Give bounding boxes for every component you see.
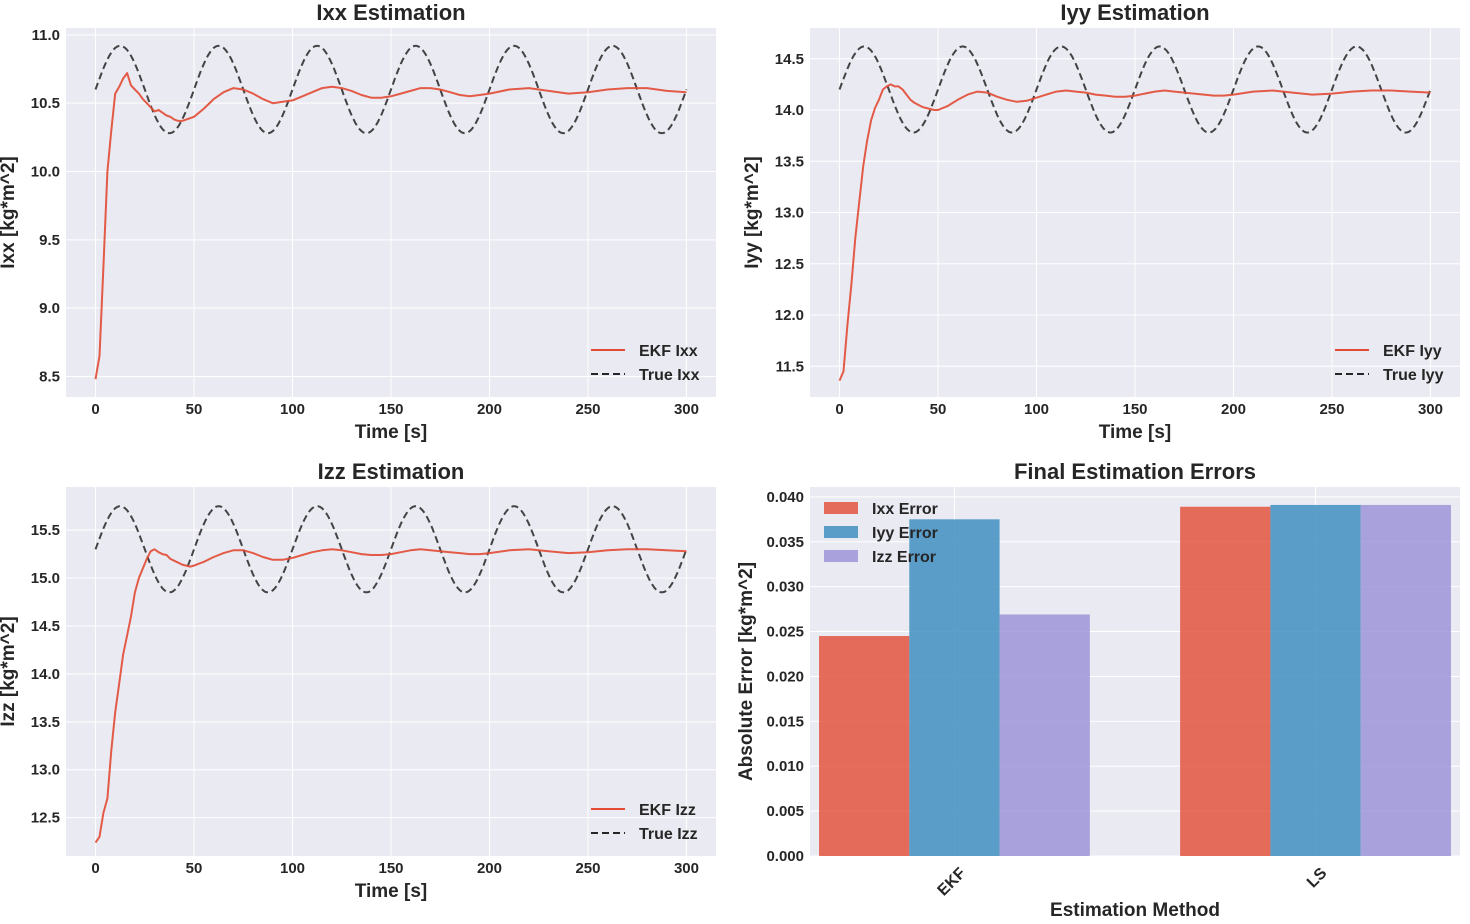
y-tick-label: 0.025 <box>766 624 804 641</box>
legend-true-label: True Ixx <box>639 367 700 384</box>
legend-ekf-label: EKF Izz <box>639 802 696 819</box>
y-tick-label: 0.020 <box>766 668 804 685</box>
y-axis-label: Ixx [kg*m^2] <box>0 156 19 268</box>
x-tick-label: 300 <box>674 860 699 877</box>
y-tick-label: 13.5 <box>31 714 60 731</box>
x-tick-label: 200 <box>477 860 502 877</box>
y-tick-label: 14.5 <box>775 51 804 68</box>
y-tick-label: 0.015 <box>766 713 804 730</box>
legend-swatch <box>824 502 858 514</box>
legend-ekf-label: EKF Ixx <box>639 343 698 360</box>
y-tick-label: 10.0 <box>31 164 60 181</box>
x-tick-label: 50 <box>930 401 947 418</box>
legend-swatch <box>824 526 858 538</box>
y-tick-label: 0.010 <box>766 758 804 775</box>
bar-iyy-error-ls <box>1270 504 1361 856</box>
x-axis-label: Time [s] <box>355 422 428 443</box>
legend-swatch <box>824 550 858 562</box>
y-tick-label: 9.5 <box>39 232 60 249</box>
legend-label: Izz Error <box>872 549 936 566</box>
iyy-estimation-chart: 0 50 100 150 200 250 300 11.5 12.0 12.5 13.0 13.5 14… <box>742 0 1460 443</box>
true-series-line <box>94 44 688 135</box>
x-tick-label: 300 <box>674 401 699 418</box>
bar-ixx-error-ekf <box>819 636 910 856</box>
ekf-series-line <box>94 548 687 844</box>
y-axis-label: Izz [kg*m^2] <box>0 616 19 726</box>
y-tick-label: 13.0 <box>775 205 804 222</box>
true-series-line <box>838 45 1432 134</box>
x-axis-label: Time [s] <box>355 881 428 902</box>
y-tick-label: 0.035 <box>766 534 804 551</box>
chart-title: Final Estimation Errors <box>1014 459 1256 484</box>
x-tick-label: 150 <box>378 860 403 877</box>
y-tick-label: 0.000 <box>766 848 804 865</box>
y-tick-label: 13.5 <box>775 153 804 170</box>
y-axis-label: Absolute Error [kg*m^2] <box>736 562 757 781</box>
y-tick-label: 14.0 <box>775 102 804 119</box>
y-tick-label: 14.5 <box>31 618 60 635</box>
x-category-label: EKF <box>935 865 970 900</box>
ekf-series-line <box>838 83 1431 381</box>
y-tick-label: 8.5 <box>39 369 60 386</box>
x-axis-label: Time [s] <box>1099 422 1172 443</box>
y-tick-label: 0.030 <box>766 579 804 596</box>
ekf-series-line <box>94 72 687 380</box>
final-errors-bar-chart: 0.000 0.005 0.010 0.015 0.020 0.025 0.030 0.035… <box>736 459 1460 921</box>
legend-label: Ixx Error <box>872 501 938 518</box>
legend-label: Iyy Error <box>872 525 938 542</box>
y-tick-label: 12.5 <box>775 256 804 273</box>
x-tick-label: 300 <box>1418 401 1443 418</box>
izz-estimation-chart: 0 50 100 150 200 250 300 12.5 13.0 13.5 14.0 14.5 15… <box>0 459 716 902</box>
x-tick-label: 250 <box>575 401 600 418</box>
legend-ekf-label: EKF Iyy <box>1383 343 1442 360</box>
y-tick-label: 12.0 <box>775 307 804 324</box>
y-tick-label: 15.0 <box>31 570 60 587</box>
x-tick-label: 0 <box>91 860 99 877</box>
legend-true-label: True Iyy <box>1383 367 1444 384</box>
x-tick-label: 100 <box>1024 401 1049 418</box>
ixx-estimation-chart: 0 50 100 150 200 250 300 8.5 9.0 9.5 10.0 10.5 11.0 E… <box>0 0 716 443</box>
bar-izz-error-ekf <box>999 614 1090 856</box>
x-tick-label: 150 <box>1122 401 1147 418</box>
x-tick-label: 100 <box>280 401 305 418</box>
y-tick-label: 14.0 <box>31 666 60 683</box>
y-tick-label: 0.005 <box>766 803 804 820</box>
chart-title: Ixx Estimation <box>316 0 465 25</box>
x-tick-label: 50 <box>186 860 203 877</box>
y-tick-label: 12.5 <box>31 810 60 827</box>
x-axis-label: Estimation Method <box>1050 900 1220 921</box>
y-tick-label: 13.0 <box>31 762 60 779</box>
y-tick-label: 15.5 <box>31 522 60 539</box>
x-tick-label: 250 <box>575 860 600 877</box>
x-tick-label: 200 <box>477 401 502 418</box>
x-tick-label: 200 <box>1221 401 1246 418</box>
x-tick-label: 250 <box>1319 401 1344 418</box>
true-series-line <box>94 505 688 594</box>
x-tick-label: 100 <box>280 860 305 877</box>
chart-title: Iyy Estimation <box>1060 0 1209 25</box>
y-tick-label: 11.0 <box>32 27 60 44</box>
chart-title: Izz Estimation <box>318 459 465 484</box>
y-axis-label: Iyy [kg*m^2] <box>742 156 763 268</box>
bar-iyy-error-ekf <box>909 519 1000 856</box>
y-tick-label: 0.040 <box>766 489 804 506</box>
y-tick-label: 10.5 <box>31 95 60 112</box>
bar-ixx-error-ls <box>1180 506 1271 856</box>
bar-izz-error-ls <box>1360 504 1451 856</box>
x-tick-label: 0 <box>91 401 99 418</box>
y-tick-label: 9.0 <box>39 300 60 317</box>
x-tick-label: 50 <box>186 401 203 418</box>
x-tick-label: 0 <box>835 401 843 418</box>
x-tick-label: 150 <box>378 401 403 418</box>
x-category-label: LS <box>1304 865 1331 892</box>
legend-true-label: True Izz <box>639 826 698 843</box>
y-tick-label: 11.5 <box>776 358 804 375</box>
